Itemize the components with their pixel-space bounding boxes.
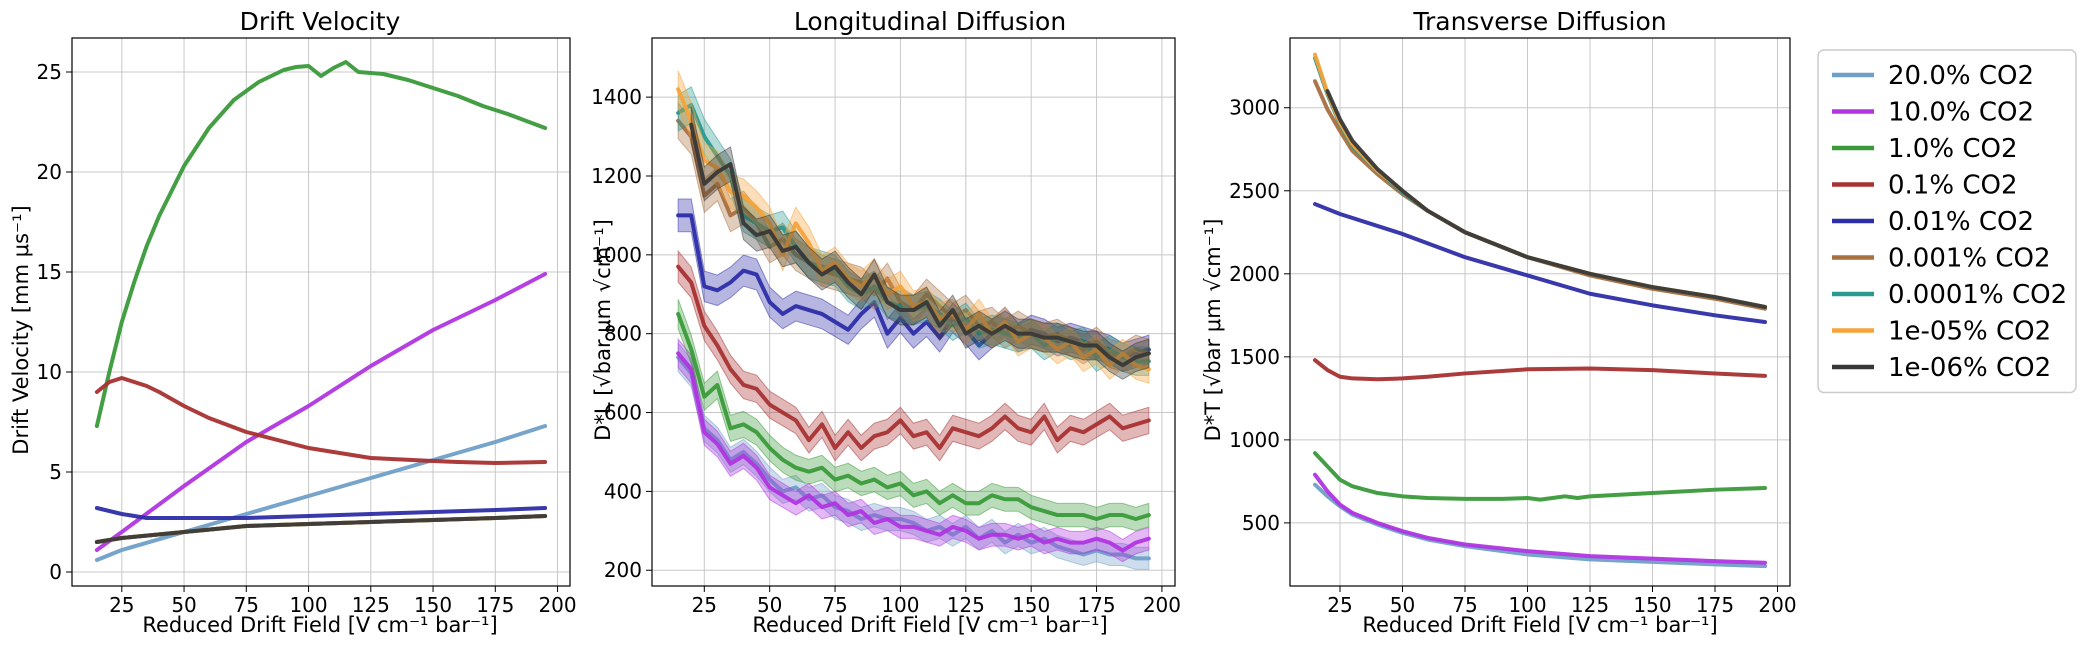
y-axis-label: Drift Velocity [mm μs⁻¹]: [9, 205, 33, 454]
y-tick-label: 500: [1242, 511, 1280, 535]
series-line: [676, 213, 1151, 360]
series-line: [94, 506, 548, 520]
series-line: [676, 351, 1151, 553]
y-tick-label: 1000: [591, 243, 642, 267]
series-line: [1313, 472, 1767, 565]
y-tick-label: 1000: [1229, 428, 1280, 452]
legend-label: 1.0% CO2: [1888, 134, 2017, 164]
legend-label: 1e-05% CO2: [1888, 317, 2051, 347]
y-tick-label: 5: [49, 460, 62, 484]
x-tick-label: 150: [1012, 593, 1050, 617]
legend-label: 20.0% CO2: [1888, 61, 2034, 91]
y-tick-label: 2000: [1229, 262, 1280, 286]
series-band: [677, 298, 1150, 532]
y-tick-label: 400: [604, 479, 642, 503]
legend-box: [1817, 49, 2077, 394]
y-tick-label: 1200: [591, 164, 642, 188]
x-tick-label: 125: [352, 593, 390, 617]
x-tick-label: 200: [538, 593, 576, 617]
y-tick-label: 10: [37, 360, 62, 384]
x-tick-label: 75: [1452, 593, 1477, 617]
x-tick-label: 125: [947, 593, 985, 617]
x-tick-label: 175: [1077, 593, 1115, 617]
plot-frame: [71, 37, 571, 587]
legend-label: 0.001% CO2: [1888, 244, 2051, 274]
legend-label: 0.1% CO2: [1888, 171, 2017, 201]
series-line: [94, 514, 548, 544]
series-line: [1313, 52, 1767, 310]
y-axis-label: D*T [√bar μm √cm⁻¹]: [1201, 219, 1225, 442]
x-axis-label: Reduced Drift Field [V cm⁻¹ bar⁻¹]: [142, 613, 497, 637]
plot-longitudinal-diffusion: Longitudinal Diffusion Reduced Drift Fie…: [591, 7, 1181, 637]
series-line: [94, 60, 548, 428]
series-line: [1313, 451, 1767, 502]
x-tick-label: 175: [1696, 593, 1734, 617]
y-axis-label: D*L [√bar μm √cm⁻¹]: [591, 219, 615, 441]
legend-label: 10.0% CO2: [1888, 98, 2034, 128]
x-tick-label: 100: [289, 593, 327, 617]
series-line: [676, 311, 1151, 521]
series-line: [689, 122, 1151, 368]
x-tick-label: 125: [1571, 593, 1609, 617]
y-tick-label: 2500: [1229, 179, 1280, 203]
series-line: [1313, 358, 1767, 382]
x-tick-label: 150: [1633, 593, 1671, 617]
x-tick-label: 175: [476, 593, 514, 617]
chart-title: Longitudinal Diffusion: [794, 7, 1066, 36]
legend-label: 0.01% CO2: [1888, 207, 2034, 237]
series-line: [94, 376, 548, 465]
y-tick-label: 0: [49, 560, 62, 584]
x-tick-label: 100: [1508, 593, 1546, 617]
series-line: [94, 424, 548, 562]
series-band: [677, 337, 1150, 563]
plot-transverse-diffusion: Transverse Diffusion Reduced Drift Field…: [1201, 7, 1797, 637]
y-tick-label: 3000: [1229, 96, 1280, 120]
chart-title: Drift Velocity: [240, 7, 401, 36]
series-line: [676, 264, 1151, 451]
x-axis-label: Reduced Drift Field [V cm⁻¹ bar⁻¹]: [1362, 613, 1717, 637]
x-tick-label: 25: [109, 593, 134, 617]
y-tick-label: 800: [604, 322, 642, 346]
x-tick-label: 50: [757, 593, 782, 617]
y-tick-label: 15: [37, 260, 62, 284]
x-tick-label: 75: [822, 593, 847, 617]
plot-drift-velocity: Drift Velocity Reduced Drift Field [V cm…: [9, 7, 577, 637]
series-line: [1313, 202, 1767, 324]
y-tick-label: 600: [604, 401, 642, 425]
plot-frame: [1289, 37, 1791, 587]
y-tick-label: 20: [37, 160, 62, 184]
plot-frame: [651, 37, 1176, 587]
y-tick-label: 1400: [591, 85, 642, 109]
x-tick-label: 200: [1758, 593, 1796, 617]
x-tick-label: 25: [1327, 593, 1352, 617]
y-tick-label: 200: [604, 558, 642, 582]
x-tick-label: 200: [1143, 593, 1181, 617]
x-tick-label: 75: [234, 593, 259, 617]
x-tick-label: 150: [414, 593, 452, 617]
series-line: [676, 355, 1151, 561]
x-tick-label: 50: [171, 593, 196, 617]
legend-label: 1e-06% CO2: [1888, 353, 2051, 383]
x-tick-label: 100: [881, 593, 919, 617]
series-line: [1313, 79, 1767, 311]
legend-label: 0.0001% CO2: [1888, 280, 2067, 310]
series-line: [1313, 55, 1767, 310]
series-line: [1325, 89, 1767, 310]
x-tick-label: 50: [1390, 593, 1415, 617]
y-tick-label: 25: [37, 60, 62, 84]
y-tick-label: 1500: [1229, 345, 1280, 369]
chart-title: Transverse Diffusion: [1412, 7, 1666, 36]
x-axis-label: Reduced Drift Field [V cm⁻¹ bar⁻¹]: [752, 613, 1107, 637]
x-tick-label: 25: [692, 593, 717, 617]
series-band: [677, 249, 1150, 462]
legend: 20.0% CO2 10.0% CO2 1.0% CO2 0.1% CO2 0.01% …: [1817, 49, 2077, 394]
